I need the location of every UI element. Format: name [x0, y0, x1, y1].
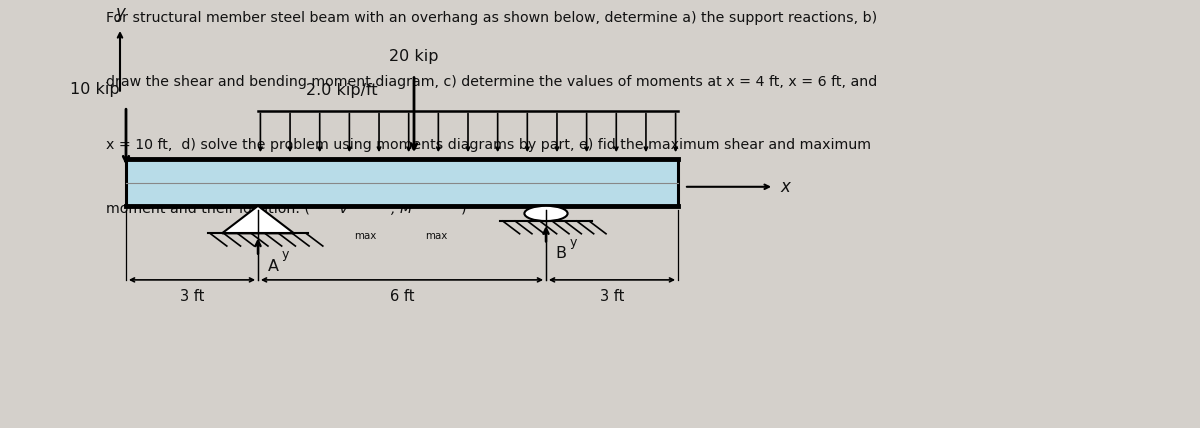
- Text: For structural member steel beam with an overhang as shown below, determine a) t: For structural member steel beam with an…: [106, 11, 877, 25]
- Text: V: V: [338, 202, 348, 216]
- Text: y: y: [570, 236, 577, 249]
- Text: 3 ft: 3 ft: [180, 289, 204, 304]
- Text: max: max: [354, 231, 377, 241]
- Text: moment and their location. (: moment and their location. (: [106, 202, 310, 216]
- Text: y: y: [282, 248, 289, 261]
- Text: 2.0 kip/ft: 2.0 kip/ft: [306, 83, 378, 98]
- Text: ): ): [461, 202, 467, 216]
- Text: 3 ft: 3 ft: [600, 289, 624, 304]
- Text: x: x: [780, 178, 790, 196]
- Text: x = 10 ft,  d) solve the problem using moments diagrams by part, e) fid the maxi: x = 10 ft, d) solve the problem using mo…: [106, 138, 871, 152]
- Text: 6 ft: 6 ft: [390, 289, 414, 304]
- Text: B: B: [556, 247, 566, 262]
- Bar: [126, 159, 678, 206]
- Text: , M: , M: [391, 202, 413, 216]
- Text: 10 kip: 10 kip: [71, 82, 120, 97]
- Text: y: y: [115, 4, 125, 22]
- Circle shape: [524, 206, 568, 221]
- Text: A: A: [268, 259, 278, 274]
- Text: max: max: [425, 231, 448, 241]
- Text: 20 kip: 20 kip: [389, 49, 439, 64]
- Text: draw the shear and bending moment diagram, c) determine the values of moments at: draw the shear and bending moment diagra…: [106, 74, 877, 89]
- Polygon shape: [222, 206, 294, 233]
